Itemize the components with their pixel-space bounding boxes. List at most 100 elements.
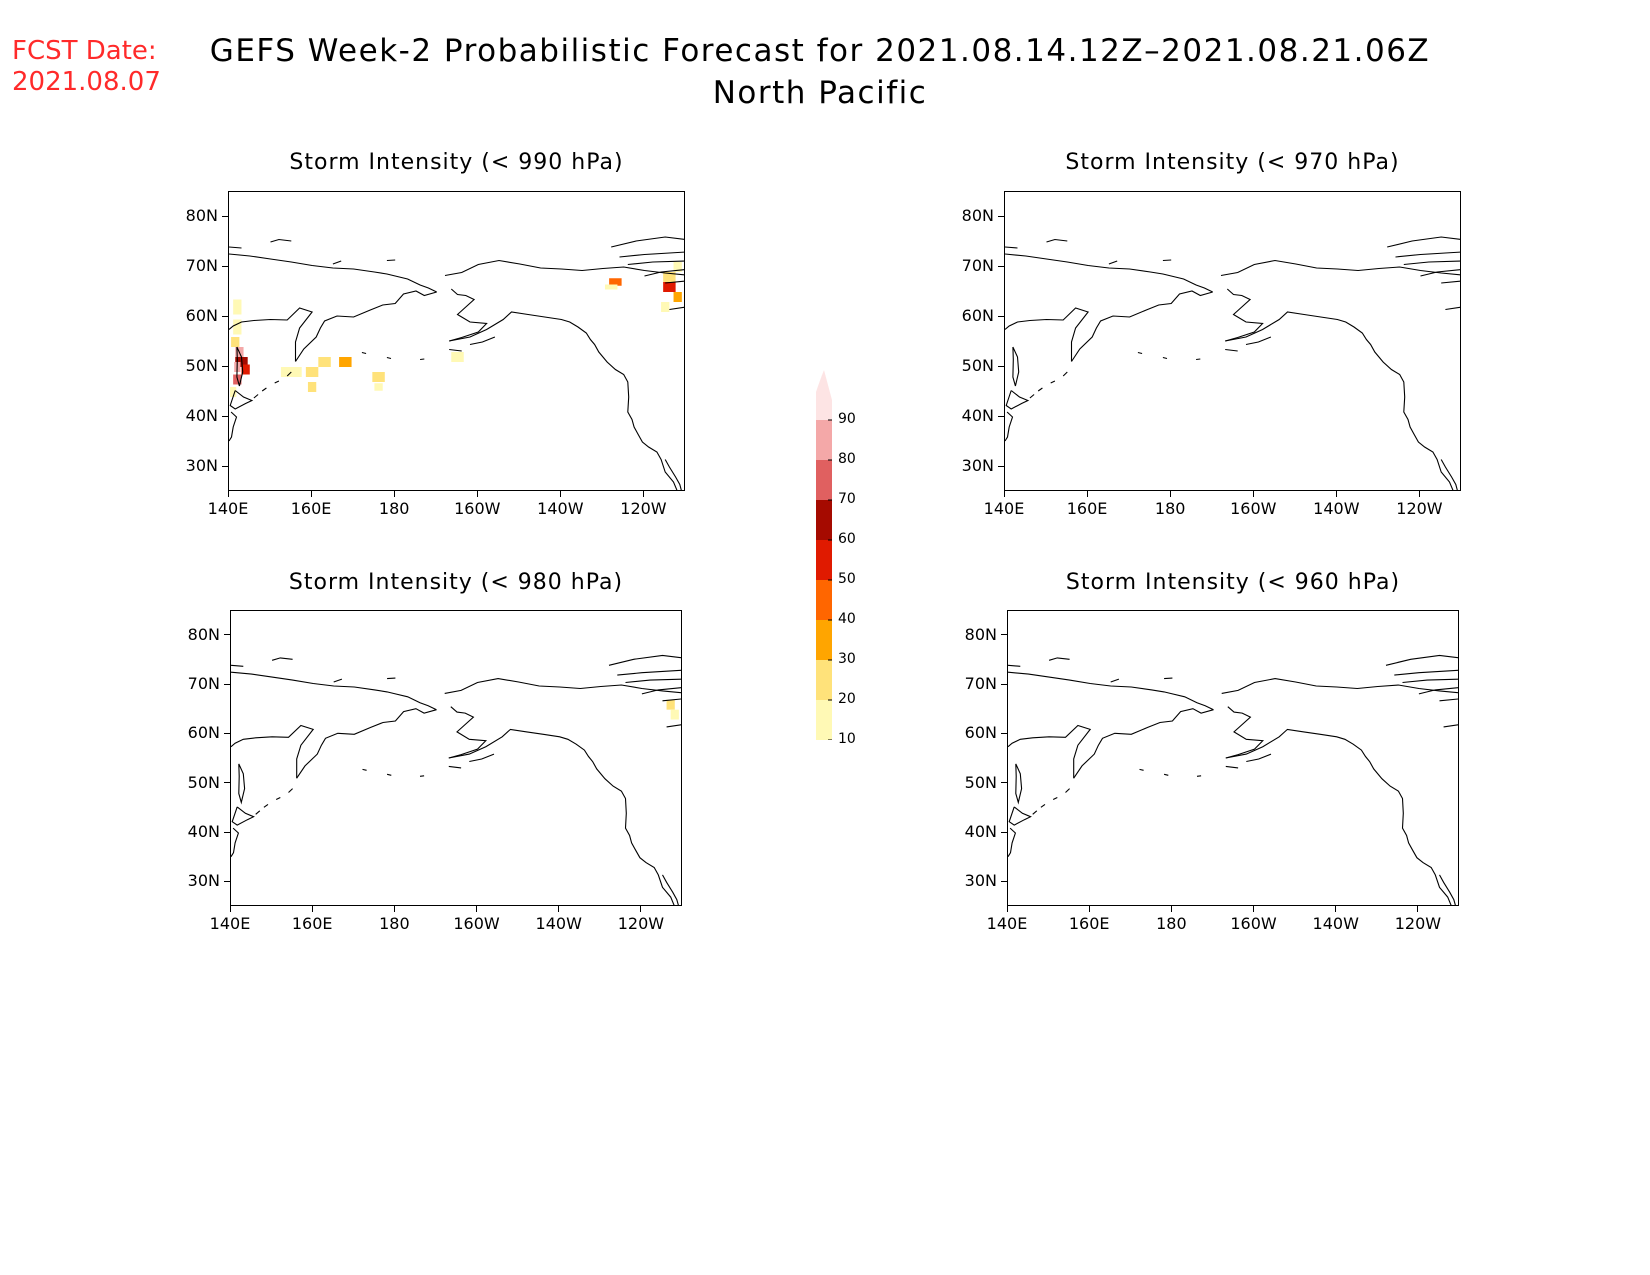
- coastline: [1048, 657, 1070, 661]
- coastline: [296, 708, 437, 779]
- coastline: [1015, 763, 1023, 805]
- coastline: [1110, 678, 1120, 683]
- probability-cell: [280, 367, 302, 377]
- coastline: [449, 311, 678, 490]
- lat-tick: [224, 782, 230, 784]
- coastline: [274, 380, 280, 384]
- lat-label: 70N: [964, 674, 997, 693]
- colorbar-label: 90: [838, 411, 856, 427]
- lon-label: 120W: [1396, 499, 1443, 518]
- colorbar-segment: [816, 460, 832, 500]
- lat-tick: [998, 315, 1004, 317]
- lon-label: 140E: [207, 499, 249, 518]
- lat-tick: [222, 265, 228, 267]
- colorbar-label: 70: [838, 491, 856, 507]
- lat-label: 40N: [961, 406, 994, 425]
- lon-label: 140E: [983, 499, 1025, 518]
- coastline: [1029, 394, 1035, 399]
- lat-tick: [1001, 634, 1007, 636]
- coastline: [1245, 336, 1272, 346]
- coastline: [231, 806, 255, 826]
- lon-label: 120W: [620, 499, 667, 518]
- coastline: [333, 678, 343, 683]
- lat-tick: [224, 732, 230, 734]
- coastline: [641, 687, 681, 695]
- coastline: [261, 387, 267, 392]
- coastline: [1008, 806, 1032, 826]
- lon-label: 160W: [453, 914, 500, 933]
- probability-cell: [307, 382, 317, 392]
- coastline: [1225, 706, 1265, 759]
- coastline: [1162, 259, 1172, 262]
- coastline: [1387, 236, 1460, 248]
- lat-label: 80N: [961, 206, 994, 225]
- coastline: [229, 307, 314, 362]
- coastline: [271, 657, 293, 661]
- lon-tick: [1006, 906, 1008, 912]
- coastline: [1108, 260, 1118, 265]
- coastline: [1046, 238, 1068, 243]
- coastline: [1402, 678, 1458, 684]
- coastline: [1005, 390, 1030, 410]
- lon-tick: [1335, 491, 1337, 497]
- coastline: [669, 306, 684, 311]
- colorbar-segment: [816, 420, 832, 460]
- coastline: [1163, 773, 1169, 776]
- coastline: [231, 671, 437, 711]
- lon-tick: [476, 491, 478, 497]
- lon-tick: [1088, 906, 1090, 912]
- probability-cell: [374, 383, 383, 391]
- lon-label: 140W: [1312, 914, 1359, 933]
- main-title: GEFS Week-2 Probabilistic Forecast for 2…: [170, 30, 1470, 114]
- lat-label: 50N: [964, 772, 997, 792]
- lon-tick: [1418, 491, 1420, 497]
- coastline: [1008, 724, 1092, 779]
- lat-tick: [1001, 732, 1007, 734]
- probability-cell: [663, 272, 676, 282]
- lon-label: 140E: [209, 914, 251, 933]
- coastline: [1005, 253, 1213, 293]
- coastline: [617, 669, 681, 676]
- coastline: [1440, 459, 1458, 490]
- coastline: [1032, 810, 1038, 815]
- coastline: [229, 390, 254, 410]
- panel-title: Storm Intensity (< 970 hPa): [1065, 150, 1400, 175]
- coastline: [1395, 251, 1460, 258]
- colorbar-segment: [816, 700, 832, 740]
- coastline: [449, 288, 488, 342]
- lat-label: 50N: [185, 356, 218, 375]
- lon-tick: [559, 491, 561, 497]
- coastline: [255, 810, 261, 815]
- coastline: [1005, 307, 1090, 362]
- lon-tick: [229, 906, 231, 912]
- lon-tick: [311, 906, 313, 912]
- lat-label: 60N: [187, 723, 220, 743]
- coastline: [444, 678, 681, 694]
- coastline: [275, 797, 281, 800]
- coastline: [1137, 351, 1143, 355]
- coastline: [1418, 687, 1458, 695]
- lat-label: 70N: [961, 256, 994, 275]
- coastline: [286, 371, 292, 377]
- coastline: [229, 411, 238, 442]
- lat-label: 60N: [961, 306, 994, 325]
- coastline: [419, 775, 425, 777]
- lon-tick: [476, 906, 478, 912]
- lon-tick: [1169, 491, 1171, 497]
- lat-tick: [222, 465, 228, 467]
- coastline: [1073, 708, 1214, 779]
- coastline: [1005, 246, 1018, 249]
- coastline: [469, 336, 496, 346]
- coastline: [1439, 874, 1456, 905]
- coastline: [444, 259, 684, 277]
- lon-tick: [393, 906, 395, 912]
- lon-label: 140E: [986, 914, 1028, 933]
- coastline: [1139, 768, 1144, 771]
- coastline: [1008, 671, 1214, 711]
- colorbar-segment: [816, 620, 832, 660]
- coastline: [448, 765, 462, 769]
- coastline: [662, 698, 681, 702]
- colorbar-segment: [816, 540, 832, 580]
- lat-tick: [224, 683, 230, 685]
- lat-tick: [222, 415, 228, 417]
